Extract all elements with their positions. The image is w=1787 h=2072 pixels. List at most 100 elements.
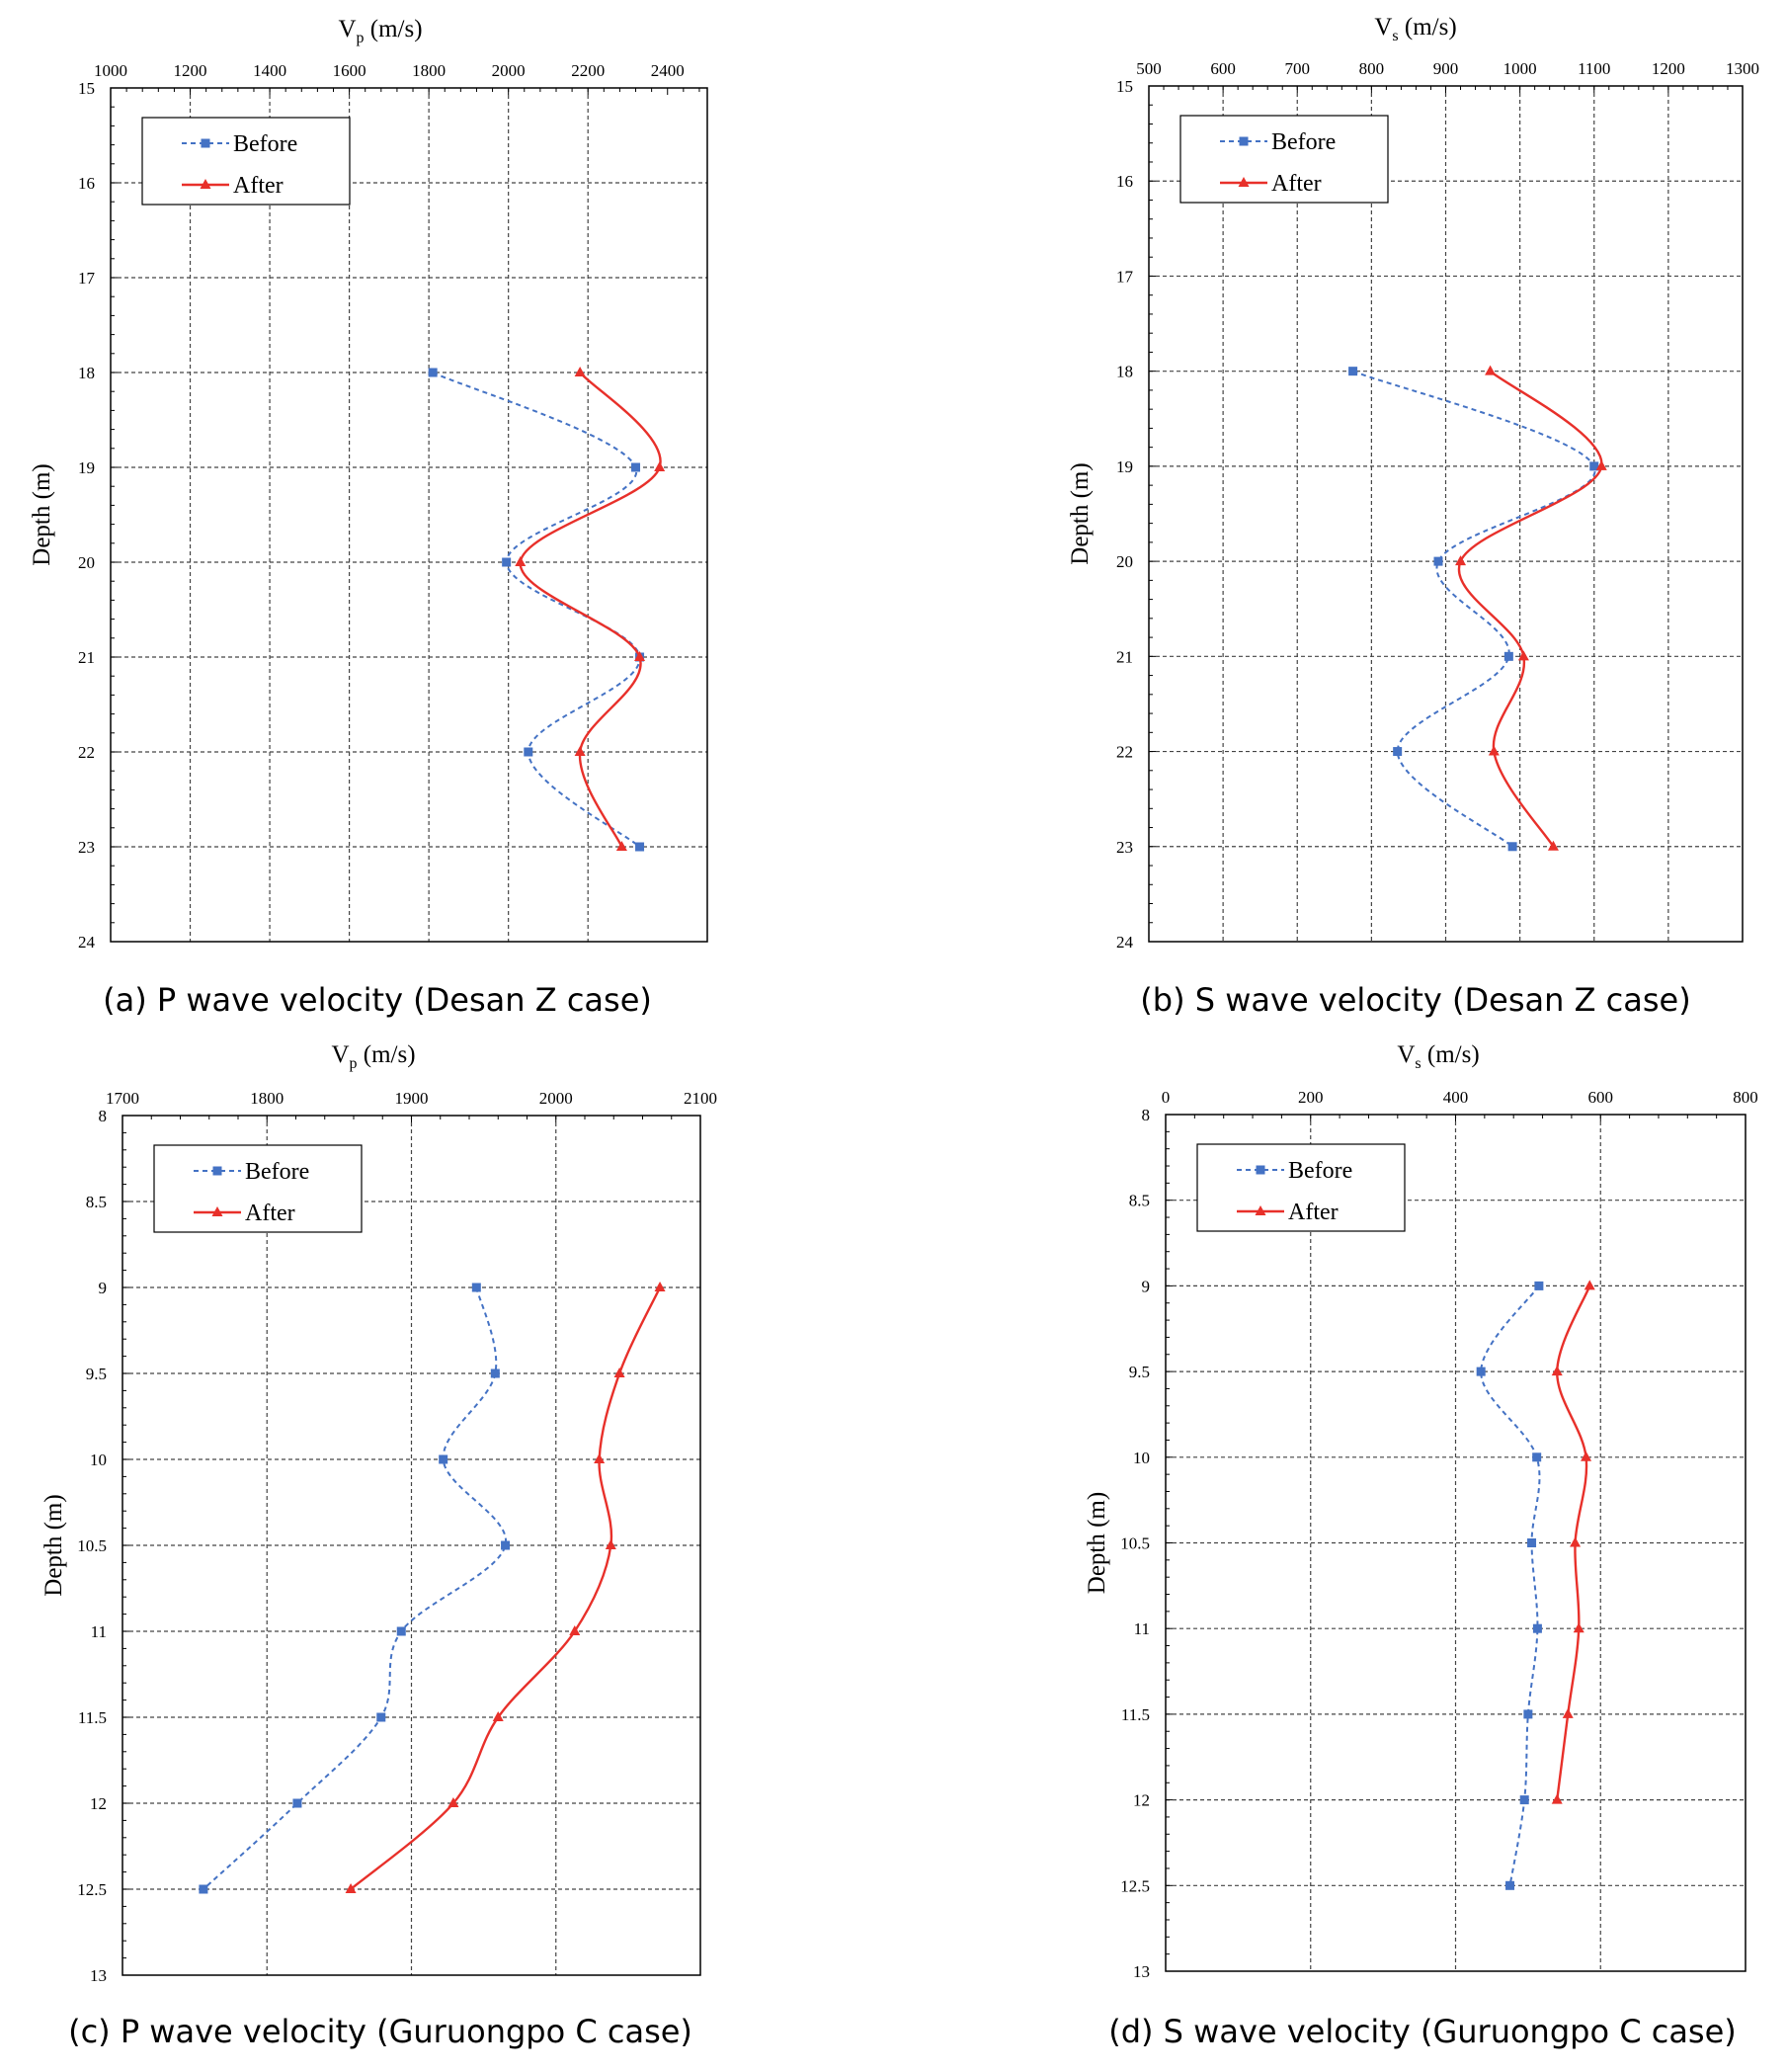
data-point-triangle	[345, 1883, 357, 1893]
legend-box	[1179, 115, 1389, 204]
data-point-square	[1503, 651, 1513, 661]
y-tick-label: 15	[1116, 77, 1133, 96]
series-before-line	[203, 1286, 507, 1890]
legend: Before After	[1179, 115, 1389, 204]
data-point-triangle	[654, 461, 666, 471]
data-point-square	[1534, 1281, 1544, 1290]
y-tick-label: 19	[78, 458, 95, 477]
series-after	[515, 367, 666, 851]
x-tick-label: 2200	[571, 61, 605, 80]
legend-label-before: Before	[245, 1159, 309, 1185]
x-tick-label: 800	[1359, 59, 1385, 78]
data-point-triangle	[634, 651, 646, 661]
legend-marker-square	[1256, 1165, 1265, 1175]
y-tick-label: 8.5	[86, 1193, 107, 1211]
series-after	[345, 1282, 666, 1893]
legend: Before After	[141, 117, 351, 206]
data-point-square	[1348, 367, 1358, 376]
axis-ticks	[122, 1115, 701, 1976]
data-point-triangle	[1581, 1450, 1592, 1461]
data-point-triangle	[1562, 1707, 1574, 1718]
data-point-square	[428, 368, 438, 377]
data-point-triangle	[615, 841, 627, 851]
y-tick-label: 16	[78, 174, 95, 193]
data-point-square	[396, 1626, 406, 1636]
data-point-square	[1527, 1538, 1537, 1547]
data-point-triangle	[613, 1368, 625, 1377]
legend: Before After	[1196, 1143, 1406, 1232]
x-tick-label: 1700	[106, 1089, 139, 1108]
x-axis-title: Vp (m/s)	[338, 16, 422, 46]
data-point-square	[631, 462, 641, 472]
data-point-square	[502, 557, 512, 567]
y-tick-label: 23	[1116, 838, 1133, 857]
data-point-triangle	[1595, 459, 1607, 470]
axis-ticks	[1148, 85, 1744, 943]
x-tick-label: 1200	[174, 61, 207, 80]
y-tick-label: 10.5	[1120, 1534, 1150, 1553]
y-tick-label: 15	[78, 79, 95, 98]
y-axis-title: Depth (m)	[41, 1494, 67, 1596]
y-axis-title: Depth (m)	[1084, 1492, 1110, 1594]
y-tick-label: 9.5	[86, 1365, 107, 1383]
legend-box	[153, 1144, 363, 1233]
x-tick-label: 1000	[94, 61, 127, 80]
data-point-square	[490, 1368, 500, 1378]
data-point-square	[199, 1884, 208, 1894]
data-point-square	[376, 1712, 386, 1722]
series-after	[1551, 1280, 1595, 1804]
legend-label-before: Before	[233, 131, 297, 157]
y-tick-label: 13	[1133, 1962, 1150, 1981]
grid	[1149, 86, 1743, 942]
data-point-square	[524, 747, 533, 757]
y-tick-label: 22	[1116, 743, 1133, 762]
x-tick-label: 2400	[651, 61, 685, 80]
legend-marker-triangle	[211, 1206, 223, 1216]
data-point-triangle	[447, 1797, 459, 1807]
y-tick-label: 20	[78, 553, 95, 572]
x-tick-label: 400	[1443, 1088, 1469, 1107]
y-tick-label: 9	[99, 1279, 108, 1297]
x-tick-label: 1600	[333, 61, 366, 80]
y-tick-label: 8	[99, 1107, 108, 1125]
data-point-square	[1505, 1880, 1515, 1890]
legend-marker-square	[212, 1166, 222, 1176]
data-point-square	[1507, 842, 1517, 852]
y-axis-title: Depth (m)	[1067, 462, 1094, 564]
x-tick-label: 700	[1285, 59, 1311, 78]
y-tick-label: 12	[90, 1794, 107, 1813]
x-axis-title: Vp (m/s)	[331, 1041, 415, 1072]
y-tick-label: 12.5	[77, 1880, 107, 1899]
x-tick-label: 1900	[395, 1089, 429, 1108]
panel-caption: (d) S wave velocity (Guruongpo C case)	[1108, 2013, 1737, 2050]
legend-label-after: After	[233, 173, 284, 199]
series-before	[1476, 1281, 1544, 1890]
y-tick-label: 18	[78, 364, 95, 382]
y-tick-label: 8.5	[1129, 1192, 1150, 1210]
y-tick-label: 13	[90, 1966, 107, 1985]
data-point-triangle	[1488, 745, 1500, 756]
axis-ticks	[110, 87, 700, 943]
data-point-triangle	[1517, 650, 1529, 661]
legend-box	[141, 117, 351, 206]
y-tick-label: 22	[78, 743, 95, 762]
panel-caption: (c) P wave velocity (Guruongpo C case)	[68, 2013, 692, 2050]
grid	[1166, 1115, 1746, 1971]
x-tick-label: 0	[1162, 1088, 1171, 1107]
y-tick-label: 21	[1116, 647, 1133, 666]
y-tick-label: 12.5	[1120, 1876, 1150, 1895]
x-tick-label: 800	[1733, 1088, 1758, 1107]
panel-c-p-wave-guruongpo: 1700 1800 1900 2000 2100 8 8.5 9 9.5 10 10.5 11 11.5…	[41, 1041, 717, 2050]
y-tick-label: 23	[78, 838, 95, 857]
series-before	[1348, 367, 1599, 852]
data-point-square	[1532, 1452, 1542, 1462]
legend-marker-triangle	[1255, 1205, 1266, 1215]
data-point-triangle	[594, 1453, 606, 1463]
series-before	[199, 1283, 511, 1894]
legend-label-after: After	[1271, 171, 1322, 197]
y-tick-label: 20	[1116, 552, 1133, 571]
panel-d-s-wave-guruongpo: 0 200 400 600 800 8 8.5 9 9.5 10 10.5 11 11.5 12 12.5 1…	[1084, 1041, 1758, 2050]
plot-frame	[110, 87, 708, 943]
data-point-triangle	[1455, 555, 1467, 566]
